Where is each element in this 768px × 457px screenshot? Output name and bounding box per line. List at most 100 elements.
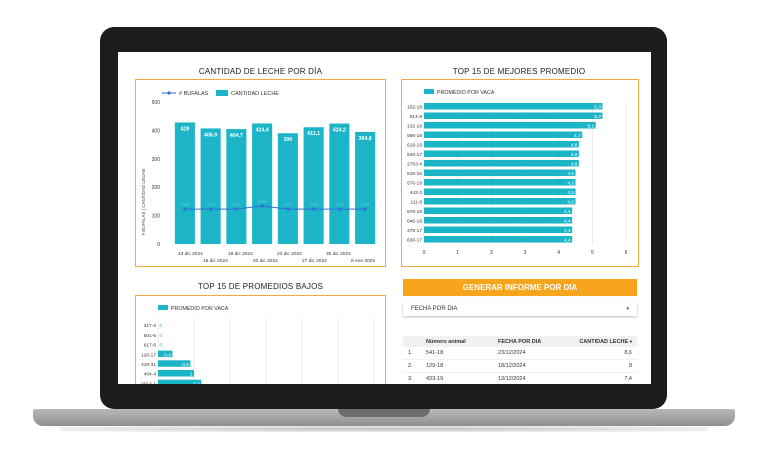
col-animal[interactable]: Número animal	[426, 338, 466, 345]
bar-value-label: 4,5	[567, 181, 574, 187]
dashboard-screen: CANTIDAD DE LECHE POR DÍA # BUFALAS CANT…	[118, 52, 651, 384]
category-label: 576-19	[407, 181, 422, 187]
x-label: 13 dic 2024	[178, 251, 203, 257]
milk-x-labels: 13 dic 2024 18 dic 2024 23 dic 2024 30 d…	[178, 251, 375, 264]
x-tick-label: 5	[591, 250, 594, 256]
x-label: 18 dic 2024	[228, 251, 253, 257]
bufalas-point	[234, 207, 238, 211]
avg-bar	[158, 360, 191, 367]
bufalas-point	[363, 207, 367, 211]
bar-value-label: 411,1	[307, 131, 320, 137]
bufalas-point	[337, 207, 341, 211]
bar-value-label: 424,2	[333, 128, 346, 134]
x-tick-label: 6	[625, 250, 628, 256]
line-value-label: 123	[207, 202, 215, 208]
line-value-label: 123	[361, 202, 369, 208]
top-chart-panel: PROMEDIO POR VACA 152-18 5,3 514-9 5,3 132-1…	[401, 79, 639, 267]
x-label: 23 dic 2024	[277, 251, 302, 257]
top-legend-label: PROMEDIO POR VACA	[437, 90, 495, 96]
category-label: 9013-1	[141, 381, 156, 384]
bar-value-label: 404,7	[230, 133, 243, 139]
bar-value-label: 4,4	[564, 238, 571, 244]
category-label: 501-6	[144, 333, 157, 339]
table-row[interactable]: 2. 129-18 18/12/2024 8	[403, 360, 637, 373]
bufalas-point	[260, 204, 264, 208]
date-filter-dropdown[interactable]: FECHA POR DIA ▾	[403, 302, 637, 316]
milk-chart-panel: # BUFALAS CANTIDAD LECHE # BUFALAS | CAN…	[135, 79, 386, 267]
avg-bar	[424, 103, 603, 110]
bar-value-label: 0,9	[182, 362, 189, 368]
bar-value-label: 390	[283, 137, 292, 143]
bar-value-label: 4,4	[564, 219, 571, 225]
x-label: 16 dic 2024	[203, 258, 228, 264]
milk-bar	[277, 133, 298, 244]
line-value-label: 123	[181, 202, 189, 208]
avg-bar	[424, 188, 576, 195]
x-label: 8 ene 2025	[351, 258, 375, 264]
category-label: 676-18	[407, 209, 422, 215]
x-label: 30 dic 2024	[326, 251, 351, 257]
bar-value-label: 5,3	[594, 114, 601, 120]
milk-bar	[200, 128, 221, 244]
category-label: 443-3	[410, 190, 423, 196]
legend-bar-swatch	[216, 90, 228, 96]
avg-bar	[424, 141, 579, 148]
avg-bar	[424, 179, 576, 186]
bar-value-label: 428	[180, 126, 189, 132]
y-tick-label: 500	[152, 100, 161, 106]
bar-value-label: 4,5	[567, 190, 574, 196]
category-label: 2763-4	[407, 162, 422, 168]
legend-swatch	[424, 89, 434, 94]
milk-bar	[329, 123, 350, 244]
avg-bar	[424, 236, 573, 243]
y-tick-label: 400	[152, 128, 161, 134]
bar-value-label: 4,4	[564, 228, 571, 234]
milk-bar	[252, 123, 273, 244]
low-chart-panel: PROMEDIO POR VACA 317-3 0 501-6 0 617-6 0 126-…	[135, 295, 386, 384]
bar-value-label: 1	[190, 372, 193, 378]
col-qty[interactable]: CANTIDAD LECHE ▾	[579, 338, 632, 345]
y-tick-label: 300	[152, 157, 161, 163]
x-tick-label: 3	[524, 250, 527, 256]
legend-cantidad: CANTIDAD LECHE	[231, 91, 279, 97]
category-label: 519-16	[407, 171, 422, 177]
bar-value-label: 4,7	[574, 133, 581, 139]
table-row[interactable]: 3. 433-19 13/12/2024 7,4	[403, 373, 637, 384]
category-label: 630-17	[407, 238, 422, 244]
legend-line-dot	[167, 91, 171, 95]
laptop-notch	[338, 409, 430, 417]
category-label: 111-8	[410, 200, 422, 206]
bar-value-label: 424,4	[255, 127, 268, 133]
avg-bar	[424, 112, 603, 119]
category-label: 152-18	[407, 105, 422, 111]
bar-value-label: 4,4	[564, 209, 571, 215]
bar-value-label: 4,6	[571, 143, 578, 149]
low-legend-label: PROMEDIO POR VACA	[171, 306, 229, 312]
laptop-base	[33, 409, 735, 426]
category-label: 418-31	[141, 362, 156, 368]
bar-value-label: 5,3	[594, 105, 601, 111]
col-date[interactable]: FECHA POR DIA	[498, 338, 542, 345]
line-value-label: 134	[258, 199, 266, 205]
chevron-down-icon: ▾	[626, 306, 629, 312]
bar-value-label: 4,5	[567, 171, 574, 177]
category-label: 126-17	[141, 352, 156, 358]
low-chart-title: TOP 15 DE PROMEDIOS BAJOS	[197, 282, 324, 291]
category-label: 619-19	[407, 143, 422, 149]
milk-legend: # BUFALAS CANTIDAD LECHE	[162, 90, 279, 97]
category-label: 404-4	[144, 372, 157, 378]
bufalas-point	[312, 207, 316, 211]
avg-bar	[424, 217, 573, 224]
milk-bar	[355, 131, 376, 244]
generate-report-button[interactable]: GENERAR INFORME POR DIA	[403, 279, 637, 296]
bar-value-label: 4,5	[567, 200, 574, 206]
line-value-label: 123	[335, 202, 343, 208]
avg-bar	[424, 207, 573, 214]
category-label: 646-18	[407, 219, 422, 225]
avg-bar	[424, 122, 596, 129]
table-row[interactable]: 1. 541-18 23/12/2024 8,6	[403, 347, 637, 360]
milk-chart: # BUFALAS CANTIDAD LECHE # BUFALAS | CAN…	[141, 90, 376, 264]
bar-value-label: 4,6	[571, 152, 578, 158]
y-tick-label: 200	[152, 185, 161, 191]
